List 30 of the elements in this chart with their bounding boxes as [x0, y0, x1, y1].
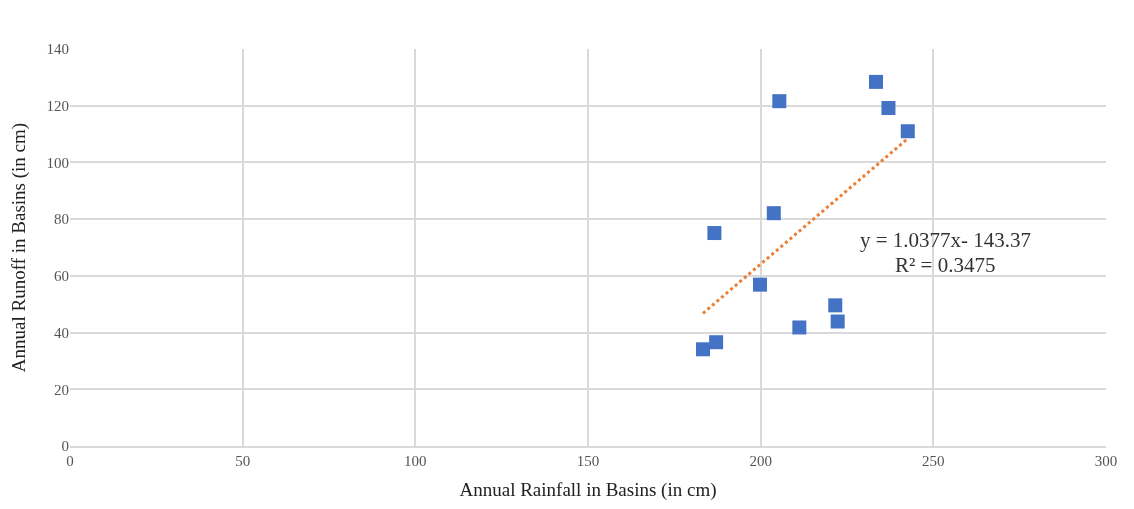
point — [707, 226, 722, 241]
x-tick-label: 200 — [749, 452, 772, 469]
x-tick-label: 150 — [576, 452, 600, 469]
point — [869, 74, 884, 89]
y-tick-label: 40 — [54, 324, 69, 341]
y-tick-label: 120 — [46, 97, 69, 114]
annotation: R² = 0.3475 — [895, 253, 996, 277]
annotation: y = 1.0377x- 143.37 — [860, 228, 1032, 252]
point — [900, 124, 915, 139]
x-axis-title: Annual Rainfall in Basins (in cm) — [459, 479, 717, 502]
point — [828, 298, 843, 313]
point — [772, 94, 787, 109]
point — [696, 342, 710, 357]
point — [792, 320, 807, 335]
y-tick-label: 100 — [46, 154, 69, 171]
y-axis-title: Annual Runoff in Basins (in cm) — [8, 122, 31, 373]
point — [830, 314, 845, 329]
y-tick-label: 60 — [54, 268, 69, 285]
y-tick-label: 20 — [54, 381, 69, 398]
y-tick-label: 80 — [54, 211, 69, 228]
x-tick-label: 100 — [404, 452, 427, 469]
x-tick-label: 50 — [235, 452, 251, 469]
point — [881, 100, 896, 115]
point — [752, 277, 767, 292]
point — [766, 206, 781, 221]
x-tick-label: 300 — [1094, 452, 1118, 469]
point — [709, 335, 724, 350]
y-tick-label: 0 — [61, 438, 69, 455]
x-tick-label: 250 — [922, 452, 945, 469]
y-tick-label: 140 — [46, 41, 69, 58]
